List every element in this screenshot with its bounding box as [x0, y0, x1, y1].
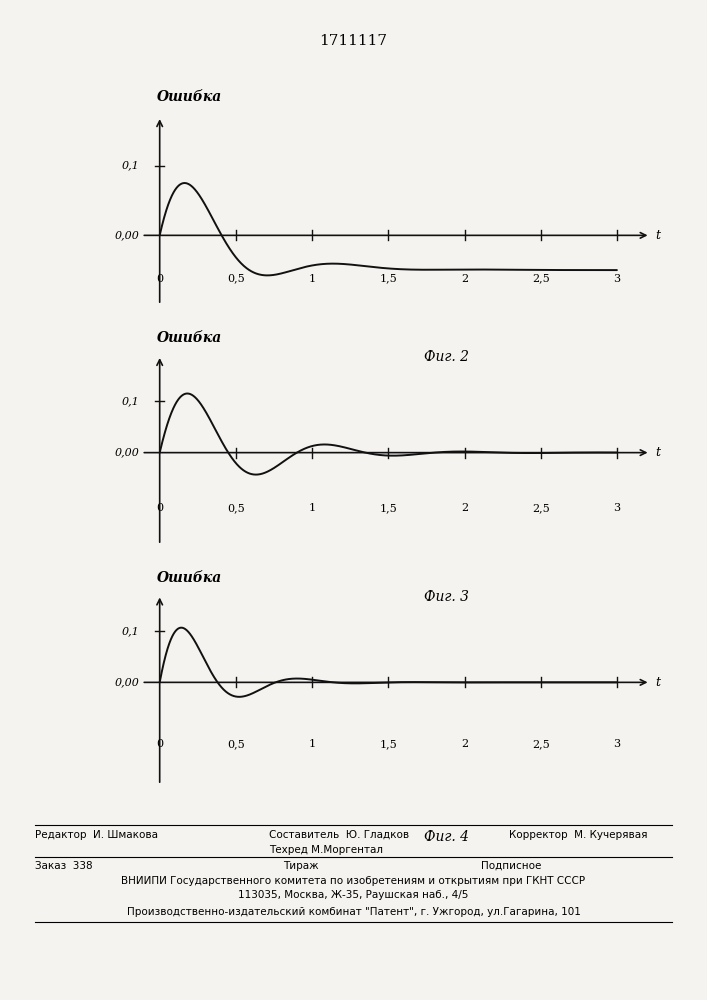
Text: ВНИИПИ Государственного комитета по изобретениям и открытиям при ГКНТ СССР: ВНИИПИ Государственного комитета по изоб…: [122, 876, 585, 886]
Text: 1,5: 1,5: [380, 739, 397, 749]
Text: 0,00: 0,00: [115, 230, 140, 240]
Text: Составитель  Ю. Гладков: Составитель Ю. Гладков: [269, 830, 409, 840]
Text: 0,5: 0,5: [227, 739, 245, 749]
Text: Фиг. 4: Фиг. 4: [424, 830, 469, 844]
Text: 0,5: 0,5: [227, 274, 245, 284]
Text: Фиг. 3: Фиг. 3: [424, 590, 469, 604]
Text: Редактор  И. Шмакова: Редактор И. Шмакова: [35, 830, 158, 840]
Text: 1: 1: [308, 274, 315, 284]
Text: 2,5: 2,5: [532, 739, 549, 749]
Text: Ошибка: Ошибка: [157, 90, 222, 104]
Text: 1,5: 1,5: [380, 274, 397, 284]
Text: 0,00: 0,00: [115, 677, 140, 687]
Text: Ошибка: Ошибка: [157, 571, 222, 585]
Text: 113035, Москва, Ж-35, Раушская наб., 4/5: 113035, Москва, Ж-35, Раушская наб., 4/5: [238, 890, 469, 900]
Text: 0,5: 0,5: [227, 503, 245, 513]
Text: Подписное: Подписное: [481, 861, 541, 871]
Text: Техред М.Моргентал: Техред М.Моргентал: [269, 845, 382, 855]
Text: 0: 0: [156, 503, 163, 513]
Text: t: t: [655, 446, 660, 459]
Text: 1: 1: [308, 503, 315, 513]
Text: 2,5: 2,5: [532, 503, 549, 513]
Text: 1,5: 1,5: [380, 503, 397, 513]
Text: Производственно-издательский комбинат "Патент", г. Ужгород, ул.Гагарина, 101: Производственно-издательский комбинат "П…: [127, 907, 580, 917]
Text: 1: 1: [308, 739, 315, 749]
Text: Фиг. 2: Фиг. 2: [424, 350, 469, 364]
Text: 3: 3: [614, 274, 621, 284]
Text: 2: 2: [461, 739, 468, 749]
Text: 0: 0: [156, 274, 163, 284]
Text: t: t: [655, 676, 660, 689]
Text: Тираж: Тираж: [283, 861, 318, 871]
Text: 1711117: 1711117: [320, 34, 387, 48]
Text: t: t: [655, 229, 660, 242]
Text: 0,1: 0,1: [122, 626, 140, 636]
Text: Ошибка: Ошибка: [157, 331, 222, 345]
Text: 0: 0: [156, 739, 163, 749]
Text: Заказ  338: Заказ 338: [35, 861, 93, 871]
Text: 3: 3: [614, 503, 621, 513]
Text: 0,1: 0,1: [122, 161, 140, 171]
Text: Корректор  М. Кучерявая: Корректор М. Кучерявая: [509, 830, 648, 840]
Text: 2,5: 2,5: [532, 274, 549, 284]
Text: 3: 3: [614, 739, 621, 749]
Text: 2: 2: [461, 503, 468, 513]
Text: 0,00: 0,00: [115, 448, 140, 458]
Text: 0,1: 0,1: [122, 396, 140, 406]
Text: 2: 2: [461, 274, 468, 284]
